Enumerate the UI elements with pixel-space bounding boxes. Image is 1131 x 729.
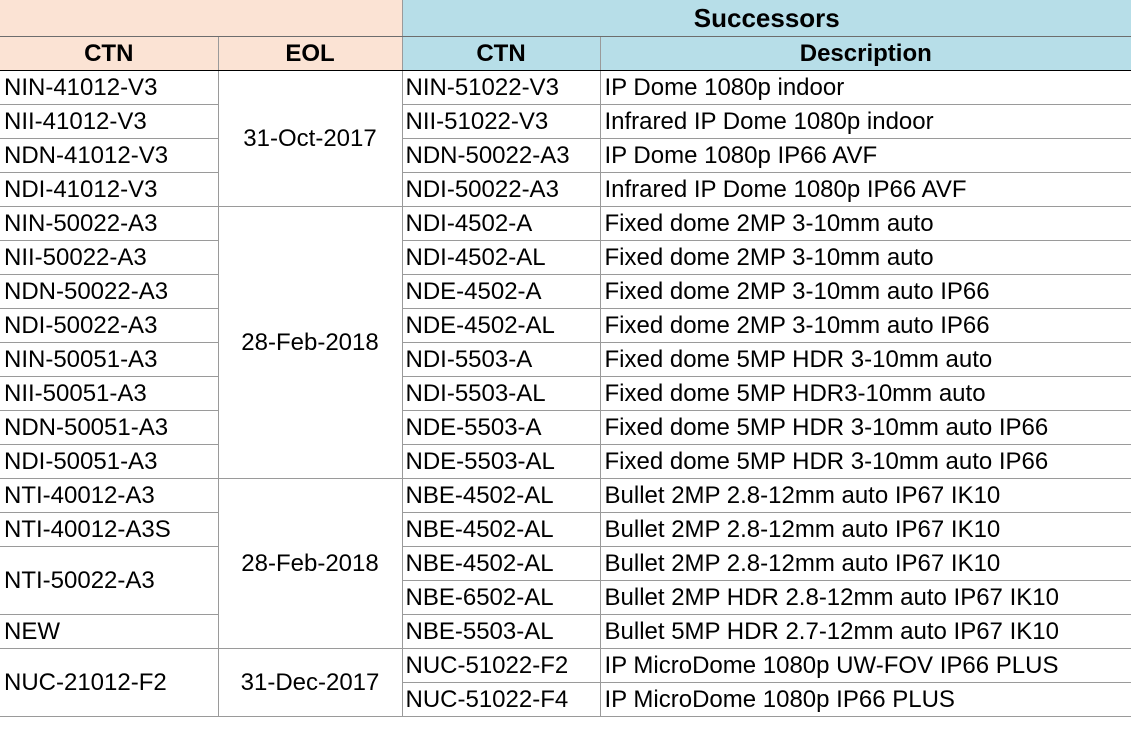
table-row: NTI-40012-A3 28-Feb-2018 NBE-4502-AL Bul…	[0, 478, 1131, 649]
successor-ctn-cell: NDI-5503-A	[401, 342, 601, 377]
ctn-cell: NII-50051-A3	[0, 376, 219, 411]
table-row: NUC-51022-F4 IP MicroDome 1080p IP66 PLU…	[0, 682, 1131, 717]
successor-ctn-cell: NUC-51022-F4	[401, 682, 601, 717]
description-cell: Bullet 5MP HDR 2.7-12mm auto IP67 IK10	[599, 614, 1131, 649]
successor-ctn-cell: NDI-4502-A	[401, 206, 601, 241]
description-cell: Fixed dome 5MP HDR 3-10mm auto	[599, 342, 1131, 377]
eol-date-cell: 31-Oct-2017	[217, 70, 403, 207]
successor-ctn-column-header: CTN	[401, 36, 601, 71]
successor-ctn-cell: NDI-5503-AL	[401, 376, 601, 411]
ctn-cell: NIN-41012-V3	[0, 70, 219, 105]
ctn-cell: NTI-50022-A3	[0, 546, 219, 615]
successor-ctn-cell: NDE-4502-AL	[401, 308, 601, 343]
ctn-cell: NDN-50022-A3	[0, 274, 219, 309]
description-cell: Fixed dome 5MP HDR 3-10mm auto IP66	[599, 444, 1131, 479]
description-cell: Bullet 2MP HDR 2.8-12mm auto IP67 IK10	[599, 580, 1131, 615]
table-row: NDI-50051-A3 NDE-5503-AL Fixed dome 5MP …	[0, 444, 1131, 479]
description-cell: IP MicroDome 1080p IP66 PLUS	[599, 682, 1131, 717]
table-row: NIN-50051-A3 NDI-5503-A Fixed dome 5MP H…	[0, 342, 1131, 377]
successor-ctn-cell: NBE-4502-AL	[401, 478, 601, 513]
successor-ctn-cell: NDI-4502-AL	[401, 240, 601, 275]
table-row: NDN-50022-A3 NDE-4502-A Fixed dome 2MP 3…	[0, 274, 1131, 309]
description-cell: Fixed dome 5MP HDR3-10mm auto	[599, 376, 1131, 411]
description-cell: IP Dome 1080p IP66 AVF	[599, 138, 1131, 173]
table-row: NDI-50022-A3 NDE-4502-AL Fixed dome 2MP …	[0, 308, 1131, 343]
successor-ctn-cell: NIN-51022-V3	[401, 70, 601, 105]
ctn-cell: NTI-40012-A3S	[0, 512, 219, 547]
successor-ctn-cell: NDE-5503-AL	[401, 444, 601, 479]
eol-date-cell: 31-Dec-2017	[217, 648, 403, 717]
table-row: NDI-41012-V3 NDI-50022-A3 Infrared IP Do…	[0, 172, 1131, 207]
successor-ctn-cell: NBE-6502-AL	[401, 580, 601, 615]
successor-ctn-cell: NDE-5503-A	[401, 410, 601, 445]
table-row: NII-41012-V3 NII-51022-V3 Infrared IP Do…	[0, 104, 1131, 139]
ctn-cell: NIN-50022-A3	[0, 206, 219, 241]
ctn-cell: NTI-40012-A3	[0, 478, 219, 513]
table-row: NIN-50022-A3 28-Feb-2018 NDI-4502-A Fixe…	[0, 206, 1131, 479]
description-cell: Fixed dome 2MP 3-10mm auto IP66	[599, 274, 1131, 309]
table-row: NTI-40012-A3S NBE-4502-AL Bullet 2MP 2.8…	[0, 512, 1131, 547]
ctn-cell: NUC-21012-F2	[0, 648, 219, 717]
table-row: NDN-41012-V3 NDN-50022-A3 IP Dome 1080p …	[0, 138, 1131, 173]
eol-date-cell: 28-Feb-2018	[217, 478, 403, 649]
eol-column-header: EOL	[217, 36, 403, 71]
ctn-cell: NDN-41012-V3	[0, 138, 219, 173]
successor-ctn-cell: NDI-50022-A3	[401, 172, 601, 207]
ctn-cell: NDI-41012-V3	[0, 172, 219, 207]
blank-header-cell	[0, 0, 403, 37]
ctn-cell: NDI-50051-A3	[0, 444, 219, 479]
description-cell: Infrared IP Dome 1080p indoor	[599, 104, 1131, 139]
description-cell: Fixed dome 5MP HDR 3-10mm auto IP66	[599, 410, 1131, 445]
table-row: NEW NBE-5503-AL Bullet 5MP HDR 2.7-12mm …	[0, 614, 1131, 649]
ctn-cell: NEW	[0, 614, 219, 649]
ctn-cell: NDN-50051-A3	[0, 410, 219, 445]
table-row: NBE-6502-AL Bullet 2MP HDR 2.8-12mm auto…	[0, 580, 1131, 615]
table-row: NIN-41012-V3 31-Oct-2017 NIN-51022-V3 IP…	[0, 70, 1131, 207]
successor-ctn-cell: NBE-5503-AL	[401, 614, 601, 649]
successor-ctn-cell: NDE-4502-A	[401, 274, 601, 309]
ctn-cell: NDI-50022-A3	[0, 308, 219, 343]
ctn-column-header: CTN	[0, 36, 219, 71]
successor-ctn-cell: NDN-50022-A3	[401, 138, 601, 173]
table-row: NUC-21012-F2 31-Dec-2017 NUC-51022-F2 IP…	[0, 648, 1131, 717]
table-row: NDN-50051-A3 NDE-5503-A Fixed dome 5MP H…	[0, 410, 1131, 445]
description-cell: Infrared IP Dome 1080p IP66 AVF	[599, 172, 1131, 207]
table-row: NTI-50022-A3 NBE-4502-AL Bullet 2MP 2.8-…	[0, 546, 1131, 615]
description-cell: Fixed dome 2MP 3-10mm auto	[599, 206, 1131, 241]
table-row: NII-50022-A3 NDI-4502-AL Fixed dome 2MP …	[0, 240, 1131, 275]
successor-ctn-cell: NUC-51022-F2	[401, 648, 601, 683]
description-cell: IP MicroDome 1080p UW-FOV IP66 PLUS	[599, 648, 1131, 683]
group-header-row: Successors	[0, 0, 1131, 37]
ctn-cell: NII-50022-A3	[0, 240, 219, 275]
ctn-cell: NIN-50051-A3	[0, 342, 219, 377]
description-cell: Bullet 2MP 2.8-12mm auto IP67 IK10	[599, 478, 1131, 513]
table-row: NII-50051-A3 NDI-5503-AL Fixed dome 5MP …	[0, 376, 1131, 411]
successor-ctn-cell: NBE-4502-AL	[401, 512, 601, 547]
column-header-row: CTN EOL CTN Description	[0, 36, 1131, 71]
description-cell: Bullet 2MP 2.8-12mm auto IP67 IK10	[599, 512, 1131, 547]
description-cell: IP Dome 1080p indoor	[599, 70, 1131, 105]
ctn-cell: NII-41012-V3	[0, 104, 219, 139]
successor-ctn-cell: NBE-4502-AL	[401, 546, 601, 581]
description-cell: Fixed dome 2MP 3-10mm auto IP66	[599, 308, 1131, 343]
eol-date-cell: 28-Feb-2018	[217, 206, 403, 479]
successors-header: Successors	[401, 0, 1131, 37]
description-cell: Fixed dome 2MP 3-10mm auto	[599, 240, 1131, 275]
successor-ctn-cell: NII-51022-V3	[401, 104, 601, 139]
description-cell: Bullet 2MP 2.8-12mm auto IP67 IK10	[599, 546, 1131, 581]
description-column-header: Description	[599, 36, 1131, 71]
